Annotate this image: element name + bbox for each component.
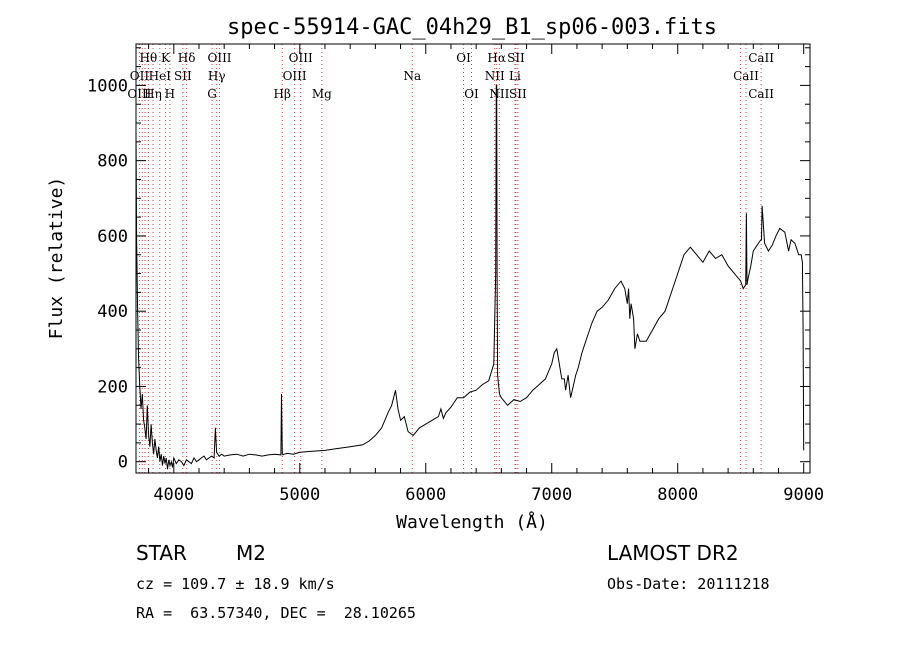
x-tick-label: 7000	[531, 485, 572, 505]
y-axis-label: Flux (relative)	[46, 177, 67, 340]
line-label: CaII	[748, 51, 774, 65]
line-label: Hη	[144, 87, 162, 101]
line-label: OI	[456, 51, 471, 65]
line-label: SII	[507, 51, 525, 65]
line-label: H	[165, 87, 175, 101]
line-label: OIII	[127, 87, 151, 101]
line-label: SII	[174, 69, 192, 83]
y-tick-label: 800	[97, 152, 128, 172]
y-tick-label: 200	[97, 377, 128, 397]
x-tick-label: 8000	[657, 485, 698, 505]
line-label: Mg	[312, 87, 332, 101]
x-tick-label: 4000	[153, 485, 194, 505]
y-tick-label: 600	[97, 227, 128, 247]
y-tick-label: 400	[97, 302, 128, 322]
line-label: Na	[403, 69, 421, 83]
chart-title: spec-55914-GAC_04h29_B1_sp06-003.fits	[227, 15, 717, 40]
line-label: NII	[485, 69, 505, 83]
observation-date: Obs-Date: 20111218	[607, 575, 770, 593]
y-tick-label: 1000	[87, 76, 128, 96]
line-label: CaII	[733, 69, 759, 83]
line-label: Hγ	[208, 69, 226, 83]
line-label: OIII	[283, 69, 307, 83]
x-axis-label: Wavelength (Å)	[396, 511, 548, 533]
object-class: STAR	[136, 541, 187, 565]
redshift-cz: cz = 109.7 ± 18.9 km/s	[136, 575, 335, 593]
line-label: OII	[130, 69, 150, 83]
line-label: CaII	[748, 87, 774, 101]
spectrum-line	[135, 84, 805, 470]
line-label: OIII	[289, 51, 313, 65]
line-label: Hα	[487, 51, 506, 65]
plot-frame	[135, 43, 811, 474]
line-label: G	[207, 87, 217, 101]
line-label: SII	[509, 87, 527, 101]
line-label: Li	[509, 69, 521, 83]
spectrum-series	[135, 84, 805, 470]
object-subclass: M2	[236, 541, 266, 565]
x-tick-label: 6000	[405, 485, 446, 505]
y-tick-label: 0	[118, 453, 128, 473]
x-tick-label: 5000	[279, 485, 320, 505]
line-label: Hθ	[139, 51, 157, 65]
line-label: Hδ	[178, 51, 196, 65]
line-label: HeI	[149, 69, 172, 83]
x-tick-label: 9000	[783, 485, 824, 505]
line-label: K	[161, 51, 171, 65]
line-label: OI	[464, 87, 479, 101]
survey-name: LAMOST DR2	[607, 541, 739, 565]
line-label: OIII	[207, 51, 231, 65]
line-label: Hβ	[274, 87, 291, 101]
line-label: NII	[489, 87, 509, 101]
x-axis: 4000 5000 6000 7000 8000 9000	[148, 44, 824, 505]
coordinates: RA = 63.57340, DEC = 28.10265	[136, 604, 416, 622]
y-axis: 0 200 400 600 800 1000	[87, 47, 810, 473]
